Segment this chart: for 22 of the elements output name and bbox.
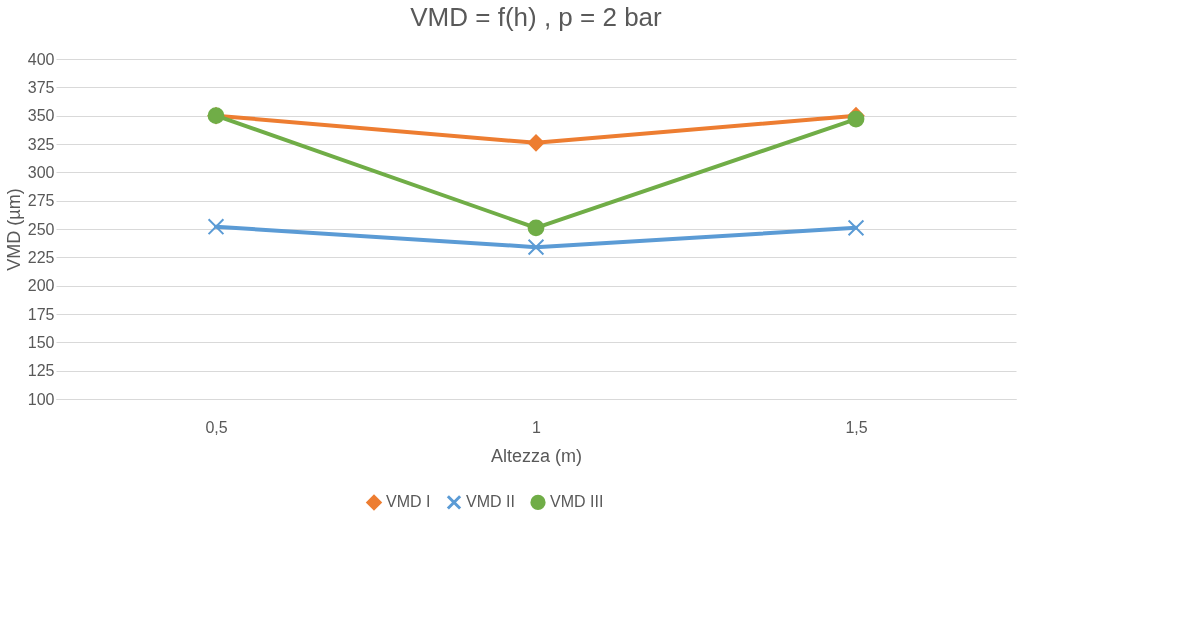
y-axis-title: VMD (µm) <box>3 188 24 271</box>
y-tick-label: 350 <box>27 107 55 125</box>
legend-label: VMD III <box>550 493 604 511</box>
y-tick-label: 200 <box>27 277 55 295</box>
y-tick-label: 300 <box>27 163 55 181</box>
x-axis-title: Altezza (m) <box>490 445 583 466</box>
y-tick-label: 100 <box>27 390 55 408</box>
y-tick-label: 375 <box>27 78 55 96</box>
y-tick-label: 275 <box>27 192 55 210</box>
chart-title: VMD = f(h) , p = 2 bar <box>410 2 663 32</box>
y-tick-label: 225 <box>27 248 55 266</box>
legend-label: VMD II <box>466 493 515 511</box>
legend-label: VMD I <box>386 493 431 511</box>
x-tick-label: 0,5 <box>205 418 228 436</box>
y-tick-label: 250 <box>27 220 55 238</box>
y-tick-label: 150 <box>27 333 55 351</box>
x-tick-label: 1 <box>532 418 542 436</box>
y-tick-label: 400 <box>27 50 55 68</box>
y-tick-label: 325 <box>27 135 55 153</box>
x-tick-label: 1,5 <box>845 418 868 436</box>
y-tick-label: 125 <box>27 362 55 380</box>
y-tick-label: 175 <box>27 305 55 323</box>
